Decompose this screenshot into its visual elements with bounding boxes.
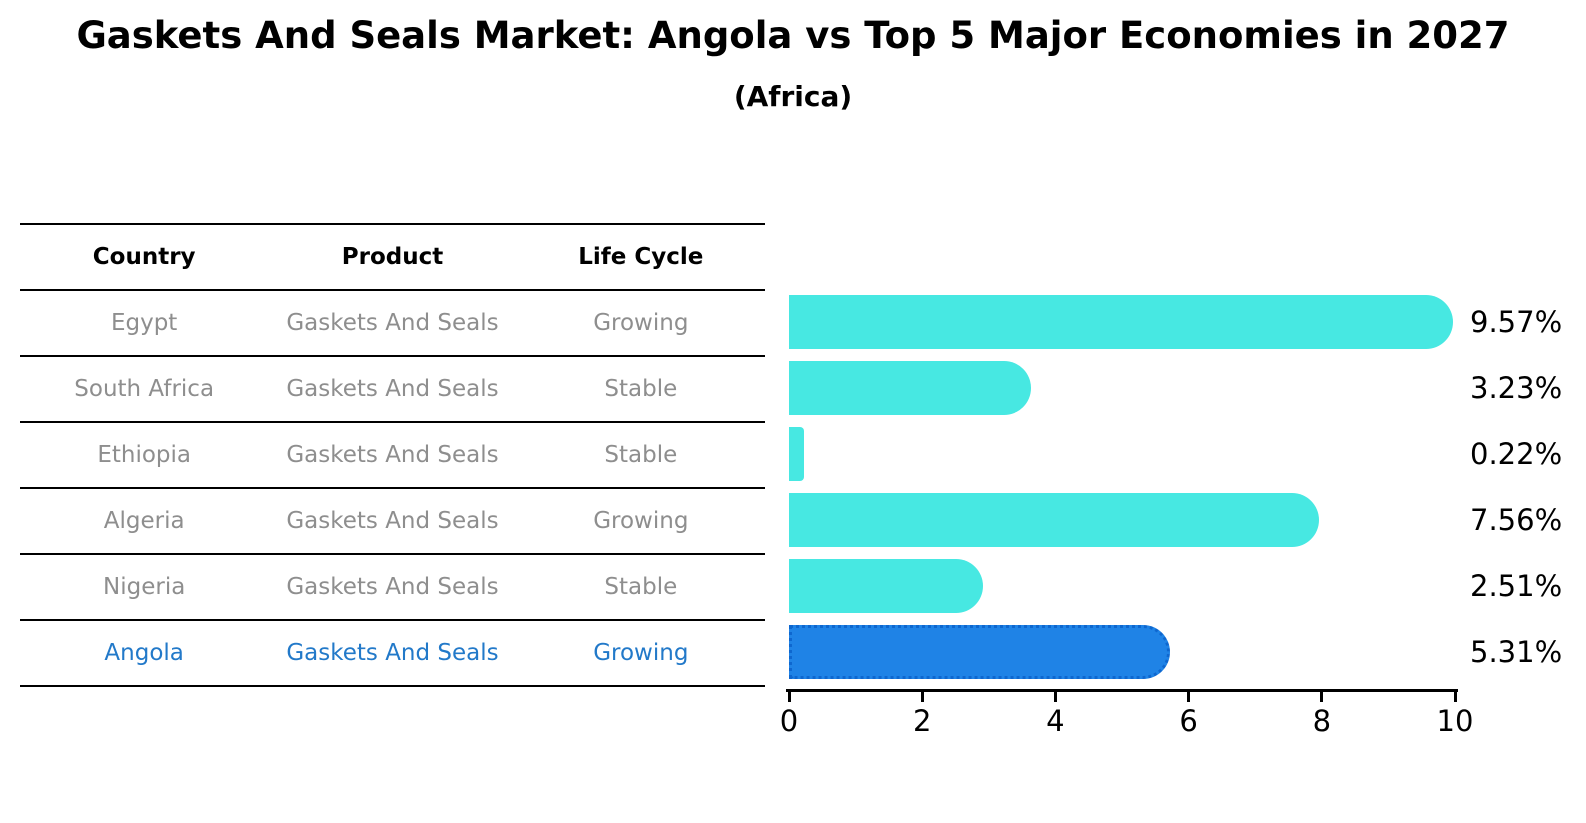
table-row: South Africa Gaskets And Seals Stable [20, 357, 765, 423]
x-axis-tick [1187, 689, 1191, 702]
bar-plot-area [789, 289, 1464, 685]
country-cell: South Africa [74, 376, 215, 402]
bar-algeria [789, 493, 1320, 547]
column-header-lifecycle: Life Cycle [578, 244, 704, 270]
bar-value-label: 3.23% [1470, 371, 1563, 405]
lifecycle-cell: Growing [593, 640, 689, 666]
country-cell: Nigeria [103, 574, 186, 600]
bar-value-label: 5.31% [1470, 635, 1563, 669]
bar-egypt [789, 295, 1454, 349]
product-cell: Gaskets And Seals [286, 310, 499, 336]
product-cell: Gaskets And Seals [286, 574, 499, 600]
column-header-product: Product [341, 244, 444, 270]
country-cell: Egypt [110, 310, 178, 336]
x-axis-tick-label: 10 [1436, 704, 1474, 738]
bar-nigeria [789, 559, 984, 613]
table-body: Egypt Gaskets And Seals Growing South Af… [20, 291, 765, 687]
bar-angola [789, 625, 1170, 679]
chart-title: Gaskets And Seals Market: Angola vs Top … [76, 14, 1510, 57]
country-cell: Algeria [103, 508, 185, 534]
bar-value-label: 0.22% [1470, 437, 1563, 471]
x-axis-tick-label: 8 [1312, 704, 1332, 738]
country-cell: Ethiopia [97, 442, 191, 468]
bar-value-label: 7.56% [1470, 503, 1563, 537]
x-axis-tick [1320, 689, 1324, 702]
lifecycle-cell: Stable [604, 442, 678, 468]
bar-south-africa [789, 361, 1032, 415]
x-axis-tick-label: 6 [1179, 704, 1198, 738]
x-axis-tick [1453, 689, 1457, 702]
table-row: Angola Gaskets And Seals Growing [20, 621, 765, 687]
product-cell: Gaskets And Seals [286, 442, 499, 468]
x-axis-tick [787, 689, 791, 702]
lifecycle-cell: Stable [604, 574, 678, 600]
lifecycle-cell: Stable [604, 376, 678, 402]
product-cell: Gaskets And Seals [286, 508, 499, 534]
bar-value-label: 9.57% [1470, 305, 1563, 339]
table-row: Egypt Gaskets And Seals Growing [20, 291, 765, 357]
table-row: Algeria Gaskets And Seals Growing [20, 489, 765, 555]
table-row: Nigeria Gaskets And Seals Stable [20, 555, 765, 621]
x-axis-tick-label: 0 [779, 704, 799, 738]
country-table: Country Product Life Cycle Egypt Gaskets… [20, 223, 765, 687]
table-header-row: Country Product Life Cycle [20, 225, 765, 291]
x-axis-tick [1053, 689, 1057, 702]
table-row: Ethiopia Gaskets And Seals Stable [20, 423, 765, 489]
lifecycle-cell: Growing [593, 310, 689, 336]
product-cell: Gaskets And Seals [286, 640, 499, 666]
x-axis-tick-label: 4 [1046, 704, 1065, 738]
chart-subtitle: (Africa) [733, 80, 853, 113]
bar-ethiopia [789, 427, 804, 481]
x-axis-tick [920, 689, 924, 702]
product-cell: Gaskets And Seals [286, 376, 499, 402]
lifecycle-cell: Growing [593, 508, 689, 534]
x-axis-line [786, 689, 1458, 692]
country-cell: Angola [104, 640, 184, 666]
x-axis-tick-label: 2 [912, 704, 932, 738]
bar-value-label: 2.51% [1470, 569, 1563, 603]
column-header-country: Country [92, 244, 196, 270]
